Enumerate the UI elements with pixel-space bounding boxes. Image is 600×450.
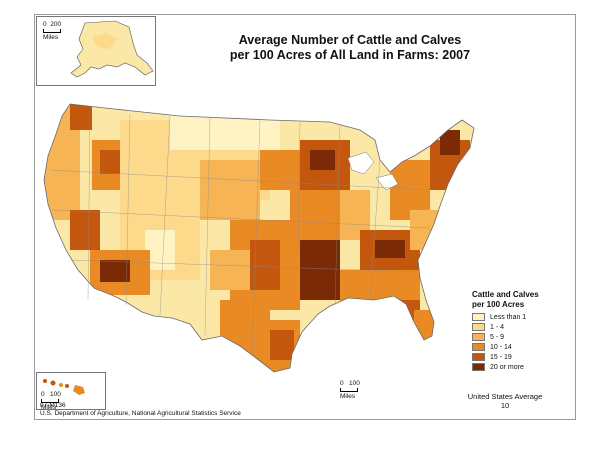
hawaii-shape (43, 379, 85, 395)
legend: Cattle and Calves per 100 Acres Less tha… (472, 290, 572, 372)
conus-map (43, 103, 475, 373)
map-code: 07-M136 (40, 402, 66, 409)
title-line-2: per 100 Acres of All Land in Farms: 2007 (229, 48, 471, 62)
map-title: Average Number of Cattle and Calves per … (200, 33, 500, 63)
hawaii-scale: 0 100 Miles (41, 391, 61, 411)
alaska-shape (70, 20, 154, 78)
legend-swatch (472, 323, 485, 331)
legend-item: Less than 1 (472, 312, 572, 322)
legend-label: 15 - 19 (490, 353, 512, 361)
legend-swatch (472, 333, 485, 341)
legend-label: 20 or more (490, 363, 524, 371)
legend-title: Cattle and Calves per 100 Acres (472, 290, 539, 309)
conus-scale: 0 100 Miles (340, 380, 360, 400)
us-average: United States Average 10 (445, 392, 565, 410)
legend-swatch (472, 313, 485, 321)
legend-swatch (472, 353, 485, 361)
agency: U.S. Department of Agriculture, National… (40, 410, 241, 417)
legend-item: 5 - 9 (472, 332, 572, 342)
hawaii-inset: 0 100 Miles (36, 372, 106, 411)
alaska-scale: 0 200 Miles (43, 21, 62, 41)
legend-item: 1 - 4 (472, 322, 572, 332)
state-boundaries (49, 109, 431, 357)
us-average-label: United States Average (467, 392, 543, 401)
legend-swatch (472, 343, 485, 351)
legend-item: 20 or more (472, 362, 572, 372)
legend-item: 10 - 14 (472, 342, 572, 352)
alaska-inset: 0 200 Miles (36, 16, 156, 86)
county-fill (44, 104, 474, 372)
us-average-value: 10 (500, 401, 510, 410)
legend-item: 15 - 19 (472, 352, 572, 362)
legend-swatch (472, 363, 485, 371)
source-note: 07-M136 U.S. Department of Agriculture, … (40, 402, 241, 418)
legend-label: Less than 1 (490, 313, 527, 321)
great-lakes (347, 151, 375, 175)
legend-label: 1 - 4 (490, 323, 505, 331)
legend-label: 10 - 14 (490, 343, 512, 351)
conus-outline (43, 103, 475, 373)
title-line-1: Average Number of Cattle and Calves (238, 33, 462, 47)
legend-label: 5 - 9 (490, 333, 505, 341)
